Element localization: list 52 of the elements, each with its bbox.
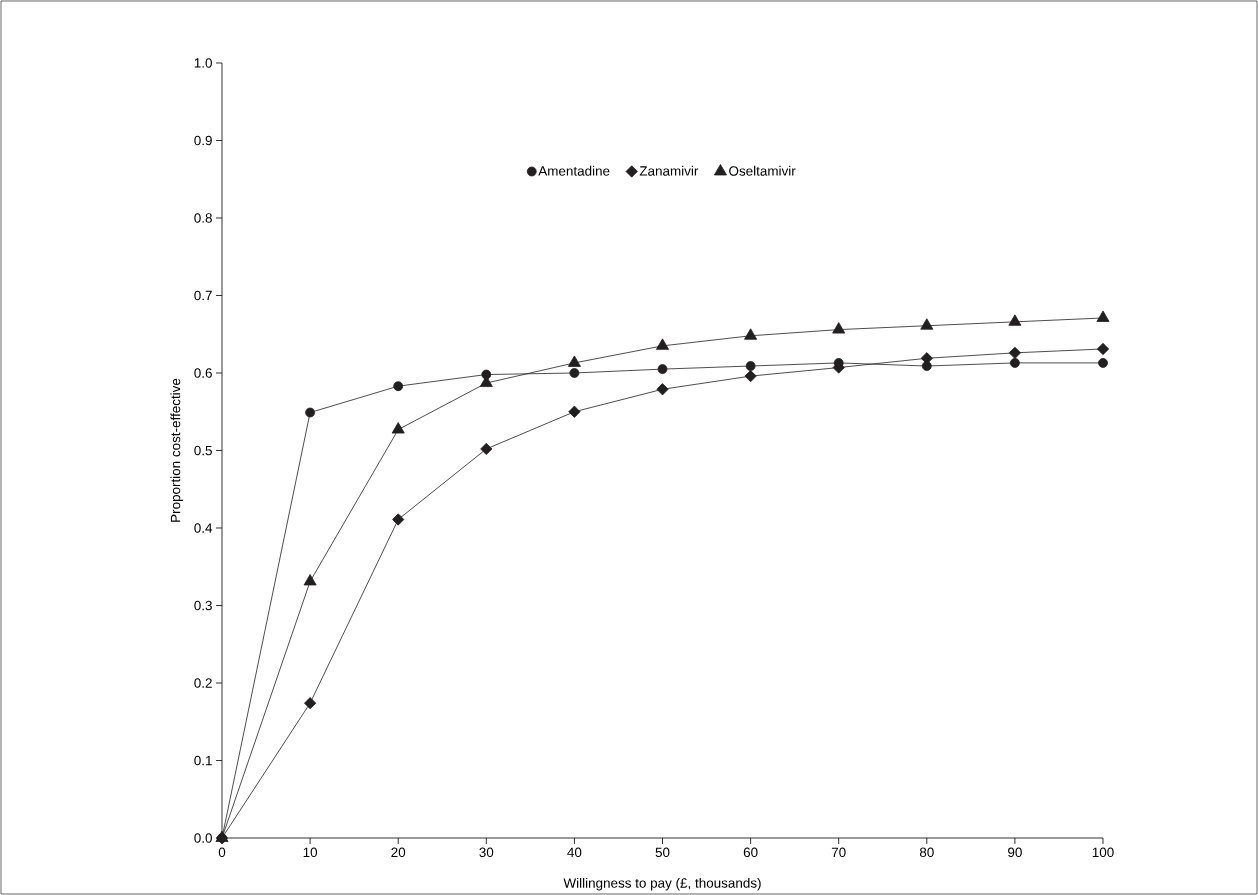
x-tick-label: 60 (743, 847, 758, 858)
y-axis-title: Proportion cost-effective (170, 378, 183, 522)
point (832, 322, 846, 334)
point (480, 442, 493, 455)
point (1096, 310, 1110, 322)
point (305, 407, 315, 418)
y-tick-label: 0.7 (194, 290, 212, 301)
x-tick-label: 40 (567, 847, 582, 858)
point (1008, 314, 1022, 326)
y-tick-label: 0.0 (194, 833, 212, 843)
x-tick-label: 50 (655, 847, 670, 858)
y-tick-label: 0.3 (194, 600, 212, 611)
point (393, 381, 404, 392)
x-tick-label: 80 (919, 847, 934, 858)
point (745, 361, 756, 371)
x-tick-label: 10 (303, 847, 318, 858)
y-tick-label: 0.2 (194, 678, 212, 688)
y-tick-label: 0.6 (194, 368, 212, 378)
point (568, 405, 581, 418)
point (920, 318, 934, 330)
point (1096, 342, 1110, 356)
point (1008, 346, 1021, 359)
legend-label: Oseltamivir (729, 165, 796, 176)
point (656, 383, 669, 396)
point (657, 364, 668, 375)
x-tick-label: 70 (831, 847, 846, 858)
y-tick-label: 0.9 (194, 135, 212, 146)
point (304, 697, 317, 710)
x-tick-label: 20 (391, 847, 406, 858)
y-tick-label: 0.4 (194, 523, 213, 533)
point (391, 422, 405, 434)
point (744, 328, 758, 340)
point (744, 370, 757, 383)
y-tick-label: 0.1 (194, 755, 212, 766)
point (567, 355, 581, 367)
point (1098, 358, 1108, 368)
x-tick-label: 100 (1092, 847, 1114, 858)
point (1010, 358, 1020, 368)
point (656, 338, 669, 350)
x-tick-label: 0 (218, 847, 226, 858)
y-tick-label: 1.0 (194, 58, 212, 68)
point (921, 361, 932, 371)
x-axis-title: Willingness to pay (£, thousands) (563, 877, 761, 891)
point (303, 574, 317, 586)
y-tick-label: 0.8 (194, 213, 212, 223)
legend-label: Amentadine (538, 165, 610, 176)
point (569, 368, 580, 378)
x-tick-label: 30 (479, 847, 494, 858)
legend-label: Zanamivir (639, 165, 699, 176)
x-tick-label: 90 (1008, 847, 1022, 858)
y-tick-label: 0.5 (194, 445, 212, 456)
point (392, 513, 405, 526)
